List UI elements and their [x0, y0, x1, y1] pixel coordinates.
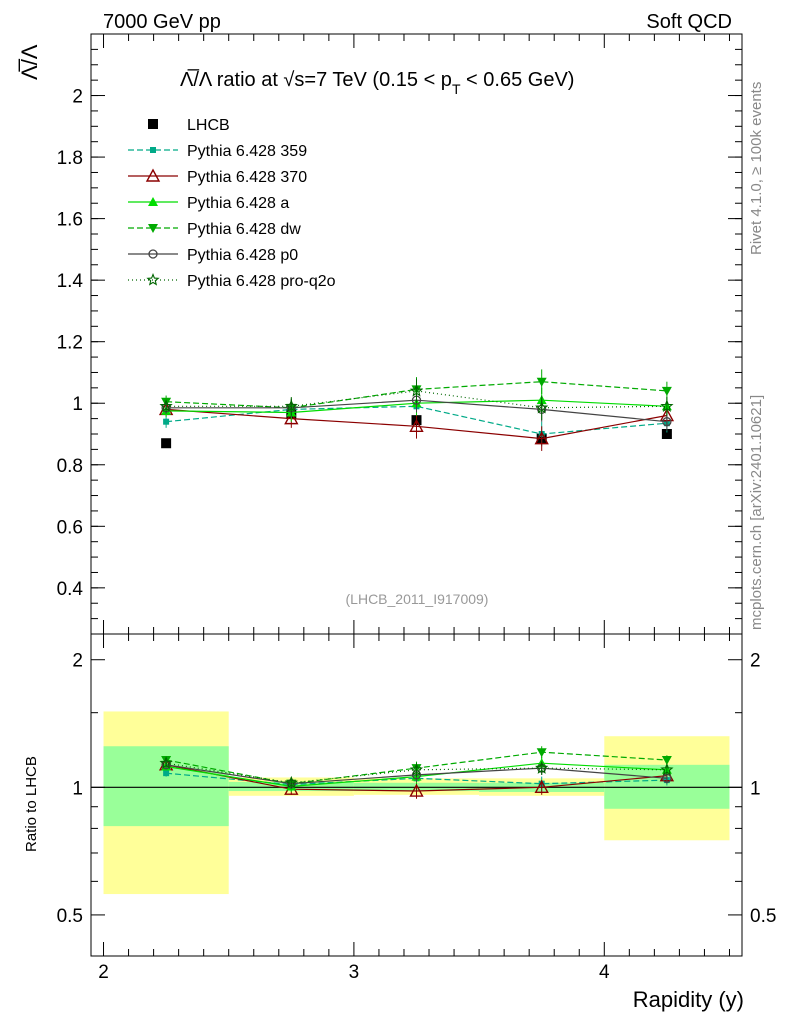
top-y-tick-label: 1.8	[57, 148, 83, 169]
series-pythia-6-428-pro-q2o	[159, 378, 674, 421]
data-point	[159, 399, 173, 413]
data-point	[409, 383, 424, 397]
ratio-y-tick-label: 1	[72, 778, 83, 799]
ratio-data-point	[534, 779, 549, 794]
legend-marker	[146, 272, 160, 286]
ratio-data-point	[159, 756, 173, 769]
series-line	[166, 405, 667, 435]
ratio-y-tick-label-right: 2	[750, 651, 761, 672]
ratio-y-tick-label-right: 1	[750, 778, 761, 799]
ratio-y-tick-label: 0.5	[57, 906, 83, 927]
ratio-plot-frame	[90, 633, 743, 957]
x-tick-label: 3	[349, 962, 360, 983]
x-tick-label: 4	[599, 962, 610, 983]
legend-item: Pythia 6.428 370	[128, 168, 307, 186]
series-pythia-6-428-dw	[161, 369, 672, 418]
ratio-data-point	[409, 783, 424, 797]
plot-title: Λ̅/Λ ratio at √s=7 TeV (0.15 < pT < 0.65…	[180, 68, 574, 97]
data-point	[284, 399, 298, 413]
ratio-data-point	[661, 756, 672, 766]
top-y-tick-label: 1	[72, 394, 83, 415]
ratio-y-tick-label-right: 0.5	[750, 906, 776, 927]
ratio-data-point	[284, 775, 298, 789]
top-y-tick-label: 2	[72, 87, 83, 108]
legend-label: Pythia 6.428 370	[187, 169, 307, 186]
legend-marker	[148, 197, 158, 206]
x-tick-label: 2	[98, 962, 109, 983]
data-point	[661, 386, 672, 396]
legend-marker	[148, 249, 158, 259]
data-point	[161, 438, 172, 449]
ratio-series-pythia-6-428-pro-q2o	[159, 756, 674, 789]
legend-item: Pythia 6.428 359	[128, 143, 307, 160]
top-y-tick-label: 0.4	[57, 579, 84, 600]
ratio-data-point	[536, 748, 547, 758]
rivet-version-label: Rivet 4.1.0, ≥ 100k events	[748, 82, 765, 255]
mcplots-label: mcplots.cern.ch [arXiv:2401.10621]	[748, 395, 765, 630]
legend-label: Pythia 6.428 a	[187, 195, 289, 212]
data-point	[534, 431, 549, 445]
plot-title-subscript: T	[452, 81, 461, 97]
data-point	[409, 418, 424, 433]
legend-item: Pythia 6.428 pro-q2o	[128, 272, 336, 290]
data-point	[535, 400, 549, 414]
legend-item: Pythia 6.428 dw	[128, 221, 301, 238]
ratio-y-tick-label: 2	[72, 651, 83, 672]
top-y-tick-label: 1.4	[57, 271, 84, 292]
legend-item: LHCB	[148, 117, 230, 134]
legend-item: Pythia 6.428 p0	[128, 247, 298, 264]
ratio-plot-panel: 0.5 0.5 1 1 2 2 2 3 4 Ratio to LHCB Rapidity (y)	[23, 633, 776, 1012]
legend-marker	[148, 119, 158, 129]
data-point	[660, 399, 674, 413]
main-plot-panel: 0.4 0.6 0.8 1 1.2 1.4 1.6 1.8 2 LHCB Pythia 6.428…	[17, 33, 743, 635]
legend: LHCB Pythia 6.428 359 Pythia 6.428 370 Pyth…	[128, 117, 336, 290]
x-axis-label: Rapidity (y)	[633, 987, 744, 1012]
header-energy: 7000 GeV pp	[103, 11, 221, 33]
ratio-data-point	[660, 762, 674, 776]
top-y-axis-label: Λ̅/Λ	[17, 44, 42, 80]
top-y-tick-label: 1.6	[57, 210, 83, 231]
ratio-data-point	[535, 761, 549, 774]
analysis-watermark: (LHCB_2011_I917009)	[346, 591, 489, 607]
ratio-data-point	[409, 762, 424, 776]
data-point	[163, 418, 170, 425]
ratio-y-axis-label: Ratio to LHCB	[23, 756, 40, 852]
legend-marker	[145, 168, 161, 182]
legend-label: Pythia 6.428 p0	[187, 247, 298, 264]
top-y-tick-label: 0.8	[57, 456, 83, 477]
top-y-tick-label: 0.6	[57, 517, 83, 538]
legend-marker	[148, 224, 158, 233]
data-point	[536, 377, 547, 387]
legend-label: Pythia 6.428 359	[187, 143, 307, 160]
data-point	[661, 429, 672, 439]
plot-title-tail: < 0.65 GeV)	[461, 69, 575, 91]
ratio-data-point	[163, 770, 170, 777]
series-line	[166, 381, 667, 409]
legend-marker	[150, 147, 156, 153]
legend-label: Pythia 6.428 dw	[187, 221, 301, 238]
data-point	[284, 411, 299, 425]
top-y-tick-label: 1.2	[57, 333, 83, 354]
legend-item: Pythia 6.428 a	[128, 195, 289, 212]
legend-label: LHCB	[187, 117, 230, 134]
legend-label: Pythia 6.428 pro-q2o	[187, 273, 336, 290]
header-category: Soft QCD	[646, 11, 732, 33]
data-point	[662, 417, 672, 427]
